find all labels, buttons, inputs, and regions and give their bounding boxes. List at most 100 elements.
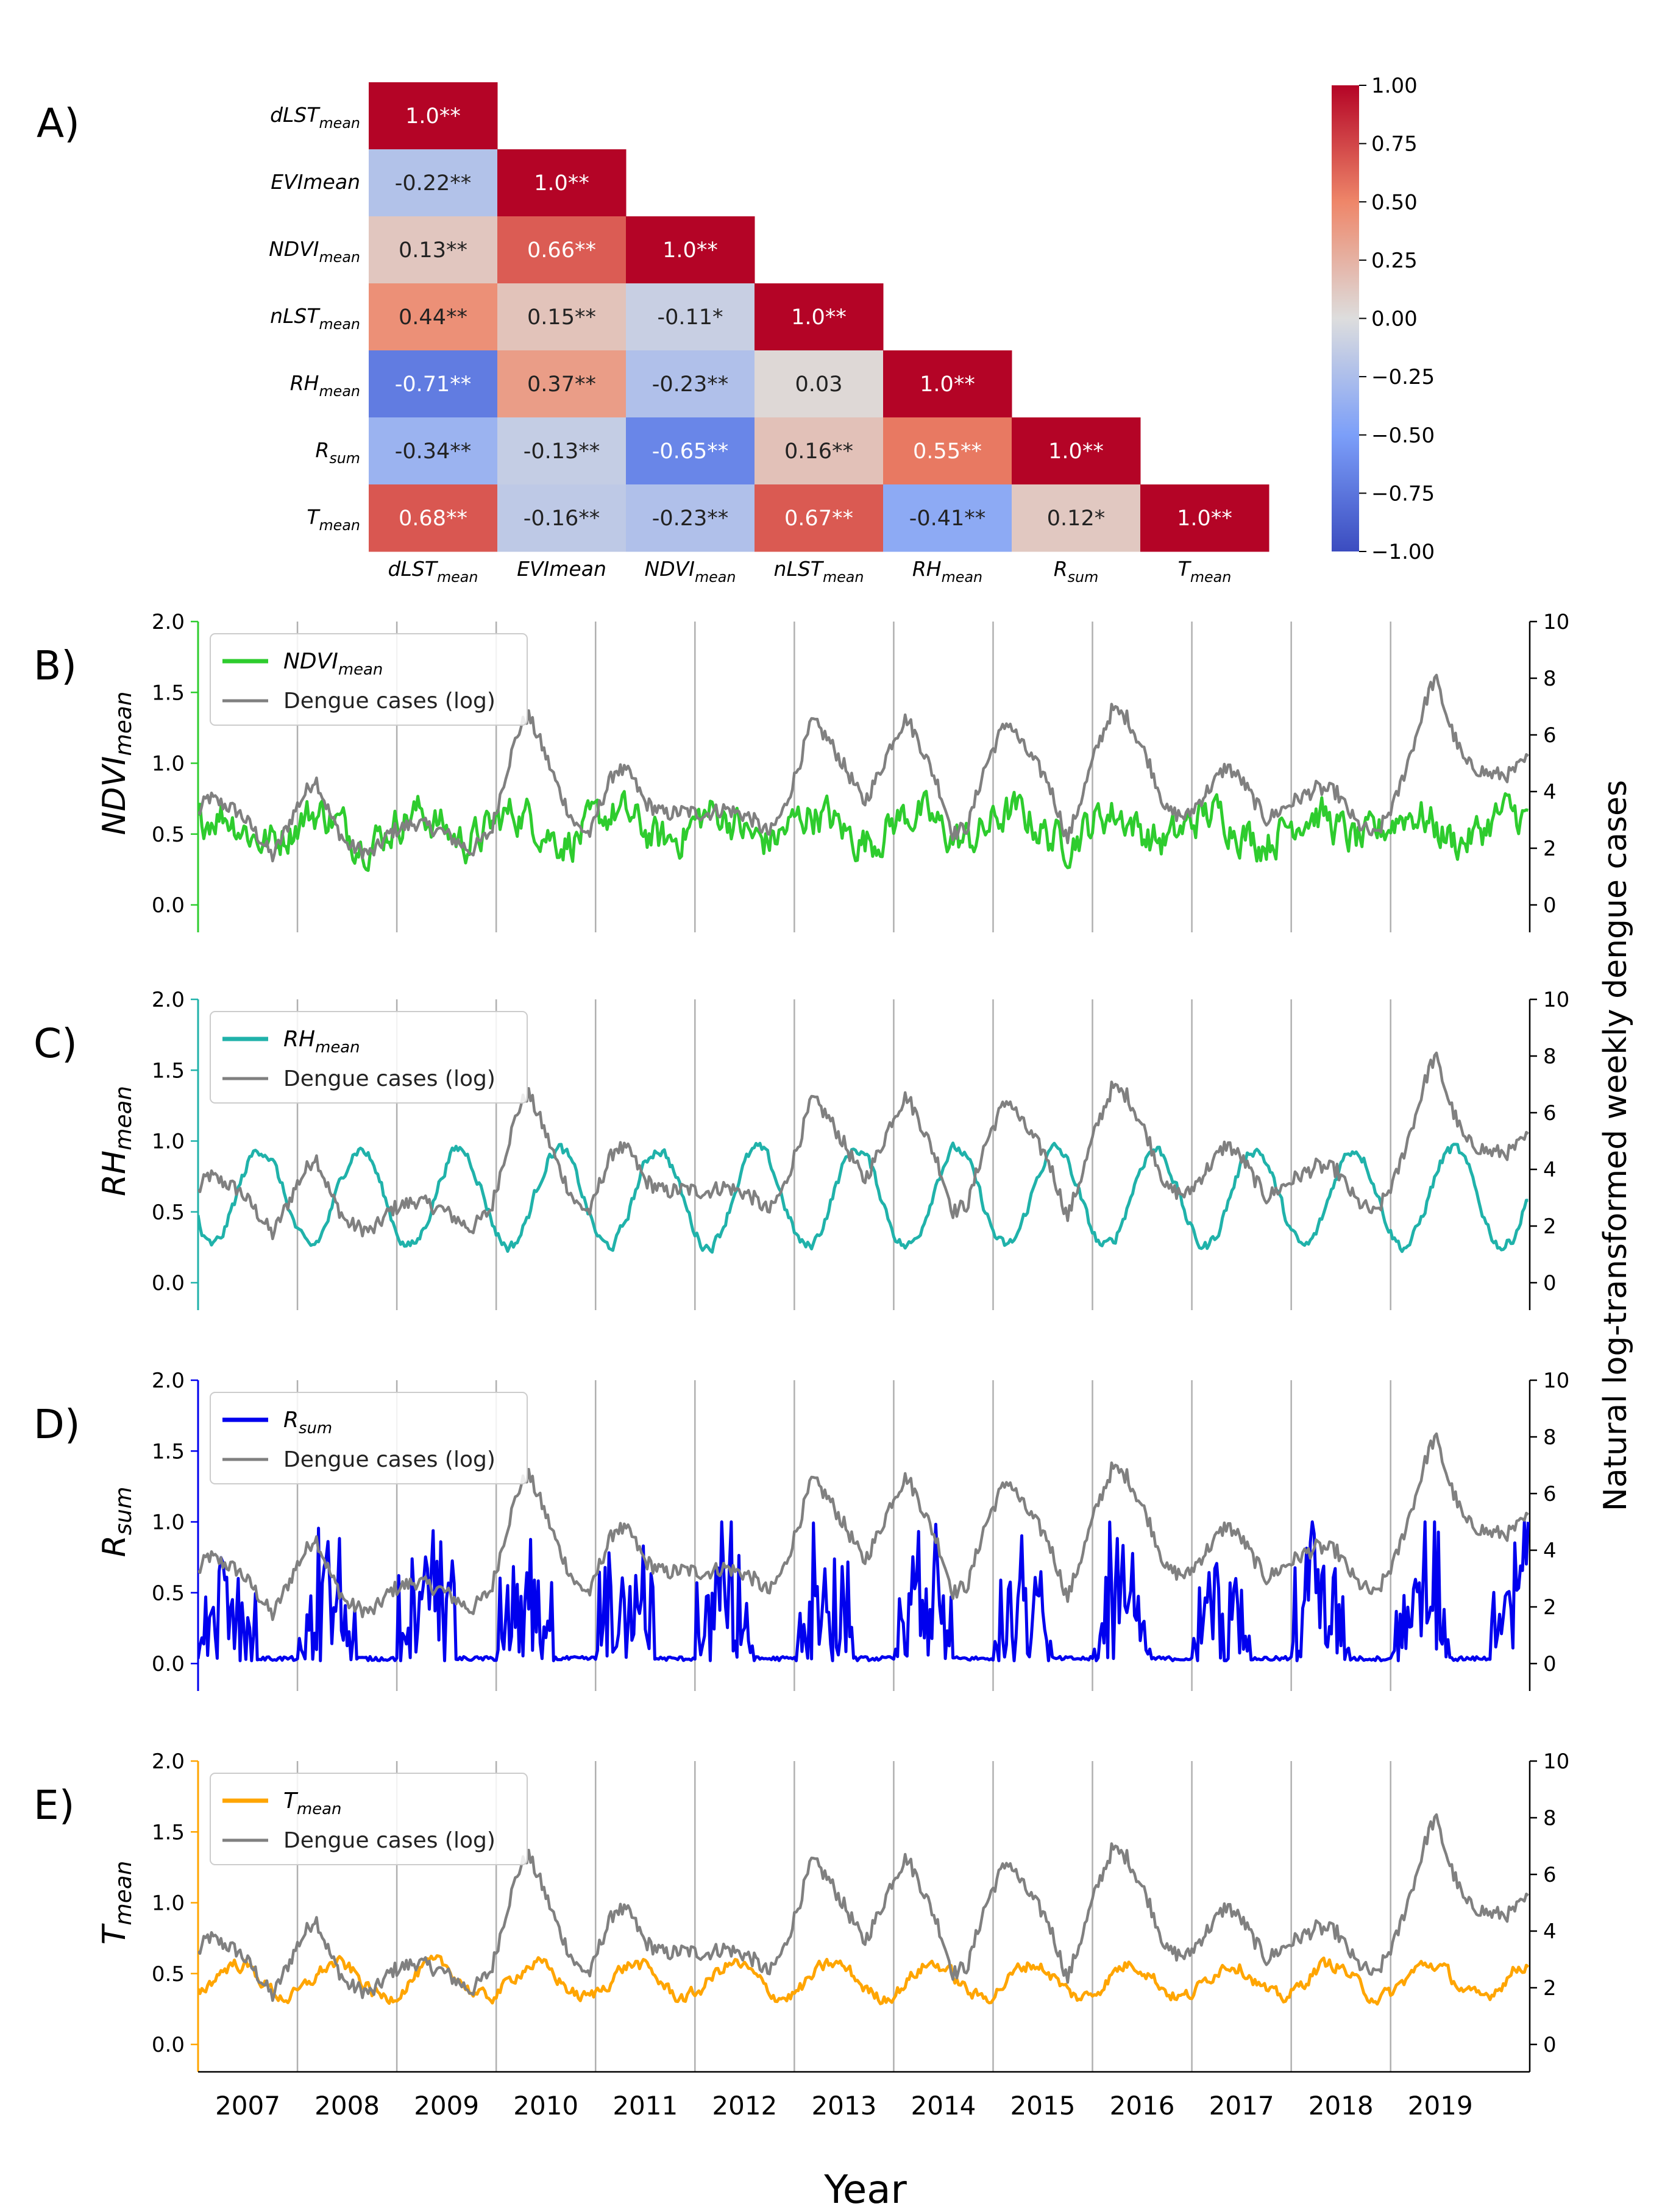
heatmap-cell — [369, 82, 498, 150]
left-tick-label: 1.0 — [152, 752, 185, 776]
left-tick-label: 1.0 — [152, 1511, 185, 1535]
left-tick-label: 2.0 — [152, 1749, 185, 1774]
right-tick-label: 0 — [1543, 1652, 1557, 1676]
heatmap-col-label: dLSTmean — [388, 557, 478, 586]
legend-entry-dengue: Dengue cases (log) — [283, 689, 495, 714]
right-tick-label: 8 — [1543, 1425, 1557, 1450]
legend: RHmean Dengue cases (log) — [210, 1011, 528, 1104]
heatmap-col-label: EVImean — [517, 557, 606, 581]
heatmap-row-label: NDVImean — [269, 237, 360, 266]
heatmap-cell — [497, 283, 627, 351]
covariate-series-line — [198, 1520, 1530, 1662]
heatmap-cell-label: 0.55** — [913, 439, 982, 464]
heatmap-cell-label: 1.0** — [920, 372, 975, 397]
right-tick-label: 2 — [1543, 1595, 1557, 1620]
heatmap-cell-label: 0.37** — [527, 372, 596, 397]
heatmap-cell-label: -0.13** — [524, 439, 600, 464]
colorbar-tick-label: −0.25 — [1371, 365, 1435, 389]
heatmap-cell — [626, 283, 755, 351]
heatmap-col-label: Rsum — [1054, 557, 1099, 586]
heatmap-cell — [755, 417, 884, 485]
timeseries-panel: E) 0.0 0.5 1.0 1.5 2.0 0 2 4 6 8 10 Tmean Tmean Dengue… — [34, 1749, 1569, 2121]
right-tick-label: 2 — [1543, 837, 1557, 861]
dengue-series-line — [198, 1432, 1529, 1622]
heatmap-cell — [369, 417, 498, 485]
heatmap-cell-label: 1.0** — [1048, 439, 1104, 464]
heatmap-cell-label: 1.0** — [534, 171, 589, 196]
left-tick-label: 1.5 — [152, 1820, 185, 1845]
timeseries-panel: D) 0.0 0.5 1.0 1.5 2.0 0 2 4 6 8 10 Rsum Rsum Dengue c… — [34, 1369, 1569, 1691]
timeseries-panel: B)0.00.51.01.52.00246810NDVImeanNDVImean… — [34, 610, 1569, 932]
left-tick-label: 1.0 — [152, 1130, 185, 1154]
legend: Tmean Dengue cases (log) — [210, 1773, 528, 1865]
heatmap-cell — [755, 350, 884, 418]
left-tick-label: 1.5 — [152, 1439, 185, 1464]
heatmap-cell-label: -0.23** — [652, 372, 729, 397]
heatmap-cell-label: 0.12* — [1047, 506, 1105, 531]
heatmap-row-label: Rsum — [315, 438, 360, 467]
x-axis-label: Year — [823, 2168, 907, 2212]
covariate-series-line — [198, 1954, 1530, 2006]
right-tick-label: 2 — [1543, 1214, 1557, 1239]
heatmap-cell — [497, 216, 627, 284]
legend-entry-dengue: Dengue cases (log) — [283, 1066, 495, 1091]
panel-label: B) — [34, 642, 77, 689]
heatmap-cell-label: 1.0** — [1177, 506, 1232, 531]
heatmap-cell — [883, 484, 1012, 552]
left-tick-label: 1.0 — [152, 1891, 185, 1916]
heatmap-row-label: Tmean — [307, 505, 360, 534]
colorbar-tick-label: 0.50 — [1371, 190, 1418, 214]
left-tick-label: 0.5 — [152, 1581, 185, 1606]
heatmap-cell-label: 0.66** — [527, 238, 596, 263]
colorbar-tick-label: 0.00 — [1371, 307, 1418, 331]
heatmap-row-label: dLSTmean — [270, 103, 360, 132]
heatmap-cell — [369, 484, 498, 552]
panel-label: C) — [34, 1020, 77, 1067]
heatmap-cell — [626, 417, 755, 485]
heatmap-row-label: EVImean — [271, 170, 360, 194]
year-tick-label: 2014 — [911, 2091, 976, 2121]
heatmap-cell — [369, 283, 498, 351]
heatmap-cell — [369, 216, 498, 284]
right-tick-label: 4 — [1543, 1920, 1557, 1944]
heatmap-cell-label: -0.11* — [657, 305, 723, 330]
heatmap-cell-label: 0.67** — [784, 506, 853, 531]
left-tick-label: 0.5 — [152, 1962, 185, 1987]
legend-entry-dengue: Dengue cases (log) — [283, 1828, 495, 1853]
right-axis-label: Natural log-transformed weekly dengue ca… — [1597, 780, 1634, 1511]
left-tick-label: 1.5 — [152, 681, 185, 705]
correlation-heatmap: A) dLSTmean dLSTmean 1.0** EVImean EVImean -0… — [37, 82, 1269, 586]
heatmap-cell — [1140, 484, 1269, 552]
dengue-series-line — [198, 673, 1529, 863]
right-tick-label: 6 — [1543, 1863, 1557, 1887]
right-tick-label: 4 — [1543, 780, 1557, 804]
heatmap-cell — [883, 350, 1012, 418]
heatmap-cell — [626, 350, 755, 418]
heatmap-cell-label: 0.68** — [399, 506, 467, 531]
heatmap-cell-label: 1.0** — [405, 104, 461, 129]
heatmap-cell-label: 0.13** — [399, 238, 467, 263]
left-tick-label: 0.0 — [152, 1652, 185, 1676]
right-tick-label: 6 — [1543, 1482, 1557, 1506]
heatmap-cell — [626, 216, 755, 284]
left-tick-label: 1.5 — [152, 1058, 185, 1083]
right-tick-label: 4 — [1543, 1158, 1557, 1182]
left-tick-label: 2.0 — [152, 610, 185, 634]
right-tick-label: 10 — [1543, 610, 1569, 634]
year-tick-label: 2013 — [811, 2091, 876, 2121]
heatmap-cell-label: 1.0** — [791, 305, 847, 330]
right-tick-label: 2 — [1543, 1976, 1557, 2001]
right-tick-label: 0 — [1543, 1271, 1557, 1296]
heatmap-cell-label: -0.71** — [395, 372, 472, 397]
left-tick-label: 2.0 — [152, 988, 185, 1012]
right-tick-label: 8 — [1543, 1806, 1557, 1831]
dengue-series-line — [198, 1813, 1529, 2002]
heatmap-cell — [369, 149, 498, 217]
heatmap-cell — [1012, 417, 1141, 485]
panel-label-a: A) — [37, 100, 80, 147]
year-tick-label: 2015 — [1010, 2091, 1076, 2121]
colorbar-tick-label: 0.75 — [1371, 132, 1418, 157]
heatmap-col-label: nLSTmean — [774, 557, 864, 586]
colorbar-tick-label: −0.50 — [1371, 424, 1435, 448]
